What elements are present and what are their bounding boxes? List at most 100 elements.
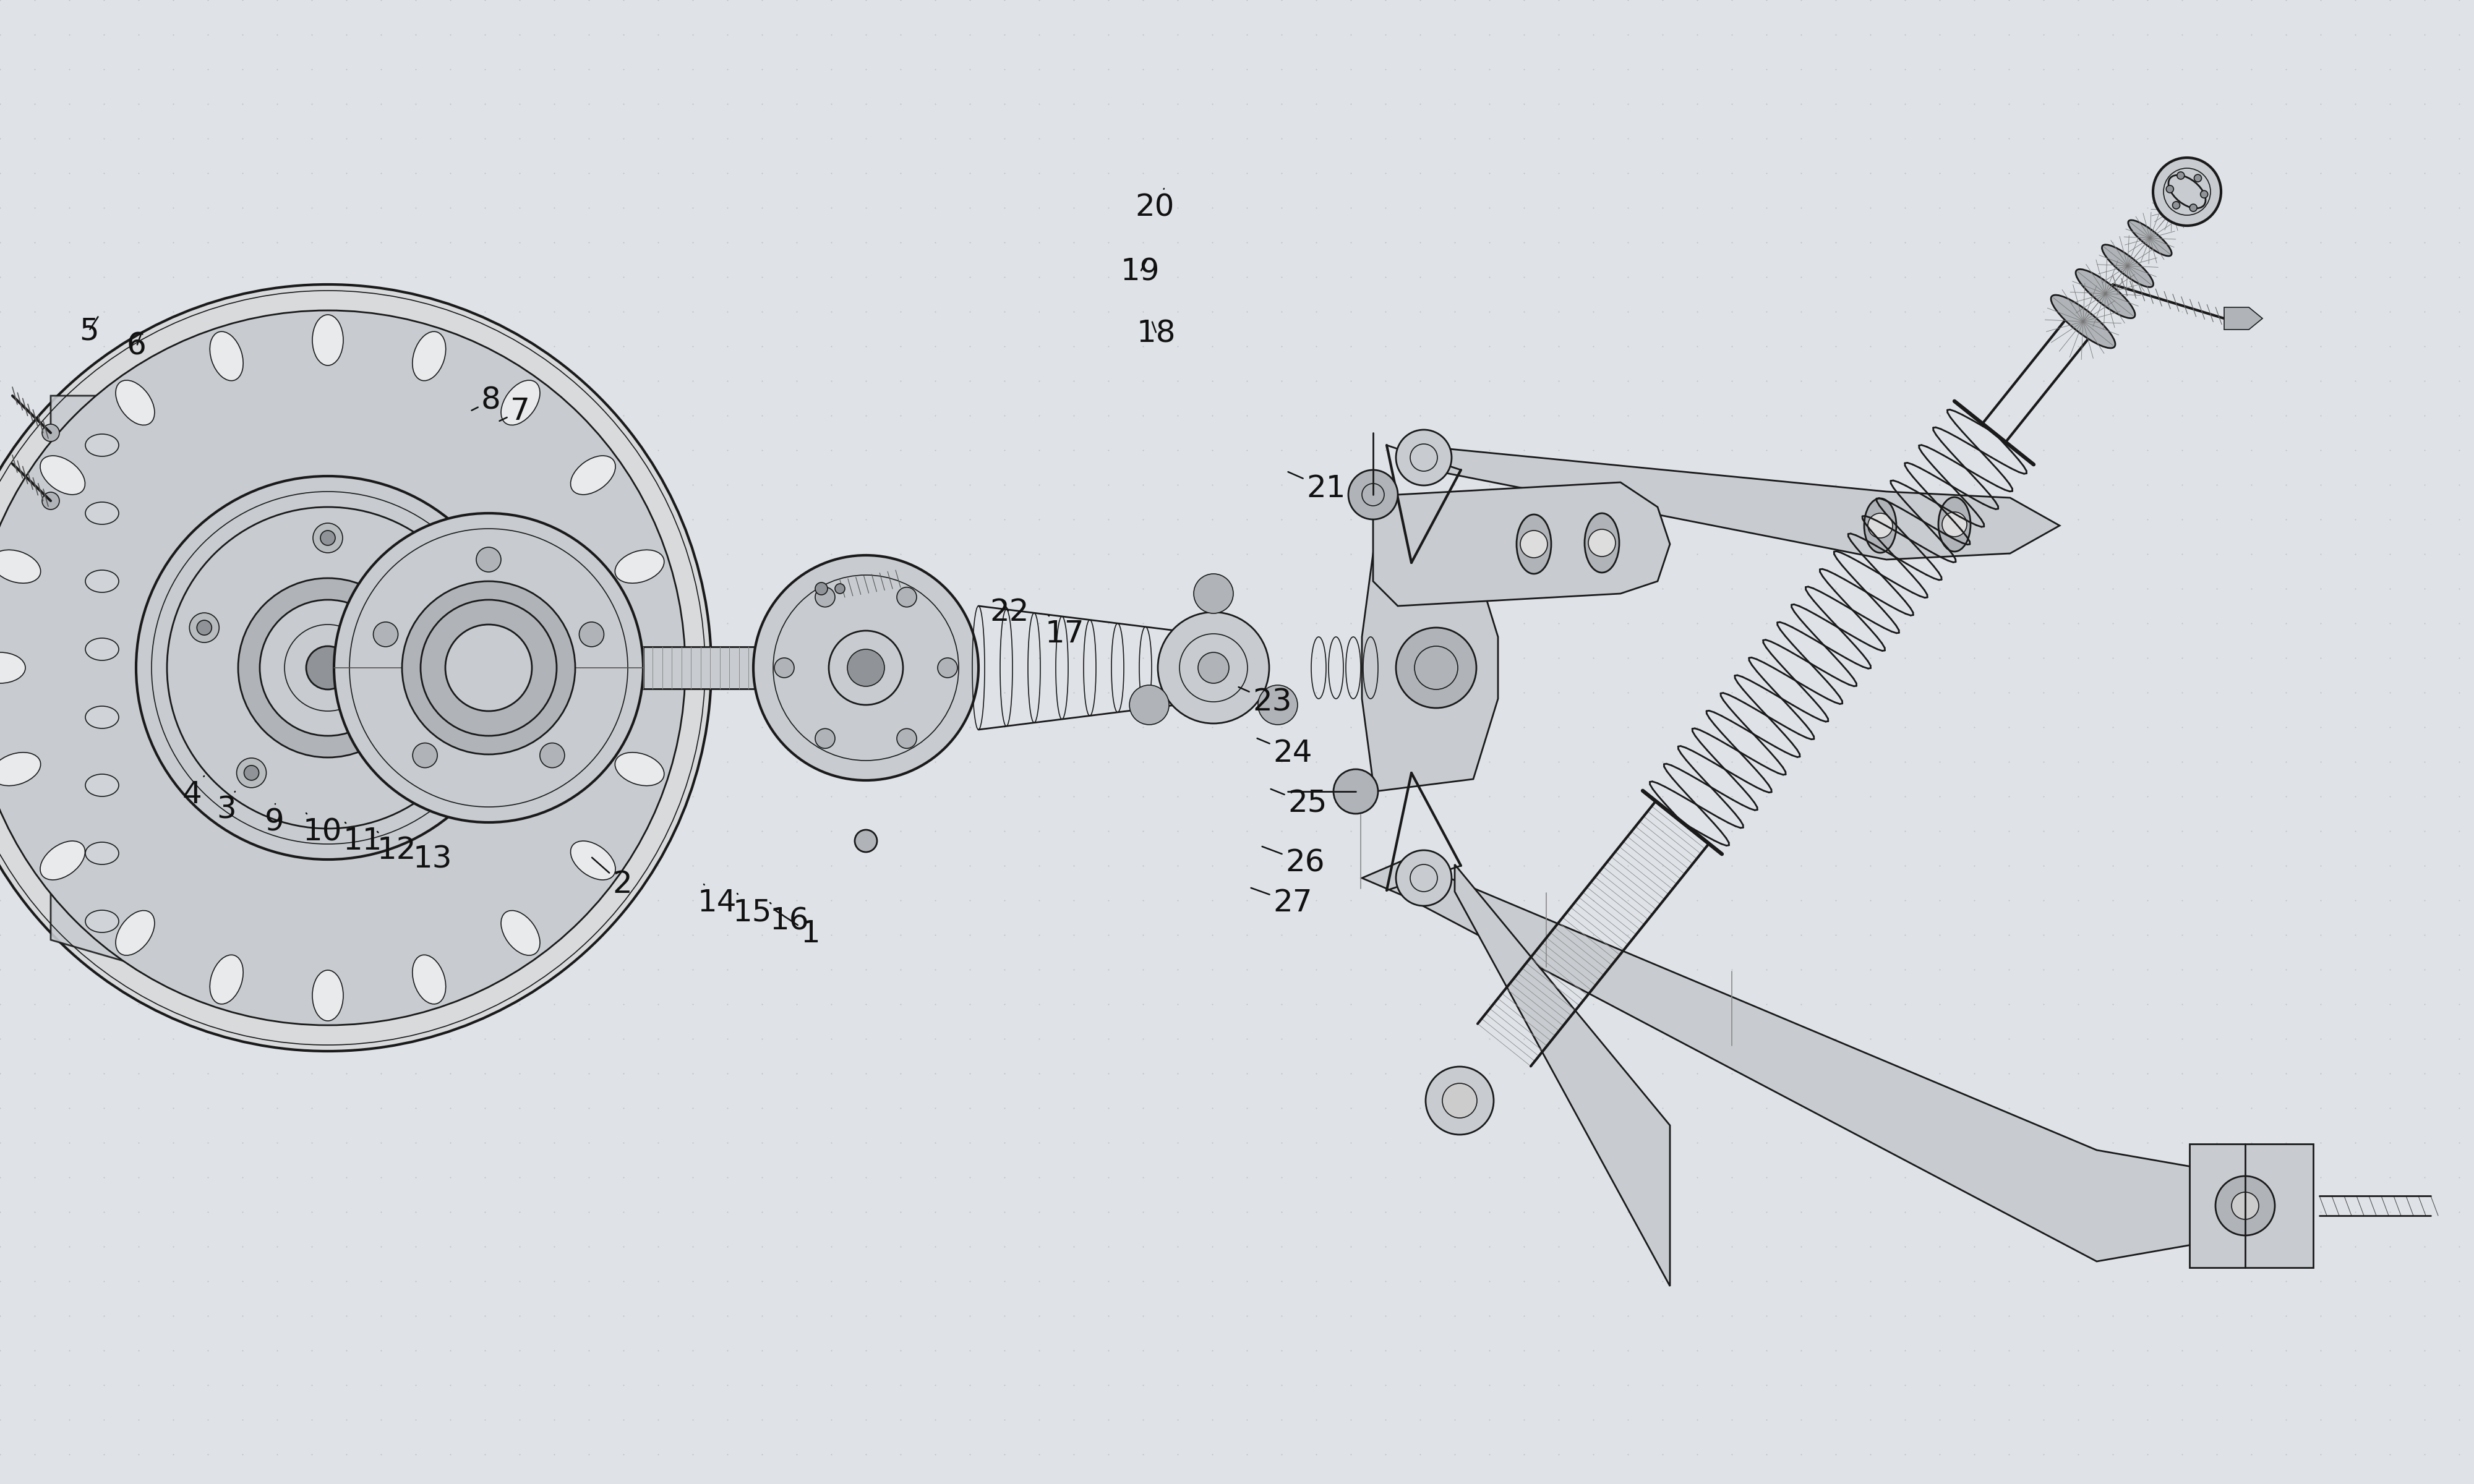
Polygon shape — [49, 396, 161, 965]
Circle shape — [1257, 686, 1296, 724]
Circle shape — [238, 758, 267, 788]
Circle shape — [396, 766, 411, 781]
Ellipse shape — [616, 551, 663, 583]
Circle shape — [2199, 190, 2207, 197]
Text: 14: 14 — [698, 884, 737, 917]
Circle shape — [312, 522, 341, 552]
Ellipse shape — [84, 638, 119, 660]
Text: 24: 24 — [1257, 738, 1311, 769]
Text: 25: 25 — [1272, 789, 1326, 819]
Polygon shape — [1361, 545, 1499, 791]
Circle shape — [1868, 513, 1893, 537]
Circle shape — [2177, 181, 2199, 203]
Circle shape — [896, 729, 915, 748]
Text: 5: 5 — [79, 316, 99, 346]
Ellipse shape — [413, 954, 445, 1005]
Circle shape — [475, 548, 500, 571]
Circle shape — [2172, 202, 2180, 209]
Ellipse shape — [312, 315, 344, 365]
Text: 13: 13 — [411, 841, 453, 874]
Text: 19: 19 — [1121, 257, 1160, 286]
Polygon shape — [1425, 447, 2058, 559]
Ellipse shape — [84, 775, 119, 797]
Ellipse shape — [1865, 499, 1898, 552]
Ellipse shape — [210, 954, 242, 1005]
Circle shape — [0, 285, 713, 1051]
Polygon shape — [1361, 859, 2232, 1261]
Circle shape — [846, 650, 886, 686]
Text: 21: 21 — [1289, 472, 1346, 503]
Ellipse shape — [2103, 245, 2152, 286]
Text: 4: 4 — [183, 776, 203, 809]
Ellipse shape — [1517, 515, 1551, 574]
Ellipse shape — [2155, 196, 2189, 226]
Circle shape — [190, 613, 220, 643]
Polygon shape — [1373, 482, 1670, 605]
Text: 23: 23 — [1239, 687, 1291, 717]
Text: 20: 20 — [1136, 188, 1175, 223]
Circle shape — [1395, 430, 1452, 485]
Ellipse shape — [84, 502, 119, 524]
Circle shape — [245, 766, 260, 781]
Ellipse shape — [84, 910, 119, 932]
Ellipse shape — [571, 841, 616, 880]
Ellipse shape — [40, 456, 84, 494]
Circle shape — [2167, 186, 2175, 193]
Circle shape — [1395, 628, 1477, 708]
Circle shape — [307, 646, 349, 690]
Circle shape — [334, 513, 643, 822]
Ellipse shape — [2167, 175, 2207, 208]
Circle shape — [2232, 1192, 2259, 1220]
Circle shape — [816, 582, 826, 595]
Circle shape — [198, 620, 213, 635]
Ellipse shape — [2051, 295, 2115, 349]
Circle shape — [443, 620, 458, 635]
Circle shape — [1333, 769, 1378, 813]
Text: 7: 7 — [500, 396, 529, 426]
Text: 10: 10 — [302, 813, 341, 846]
Circle shape — [1588, 530, 1616, 556]
Text: 8: 8 — [473, 386, 500, 416]
Text: 3: 3 — [218, 791, 235, 825]
Ellipse shape — [413, 331, 445, 381]
Circle shape — [1131, 686, 1170, 724]
Circle shape — [238, 579, 418, 757]
Ellipse shape — [84, 841, 119, 864]
Ellipse shape — [116, 911, 153, 956]
Circle shape — [2189, 205, 2197, 212]
Circle shape — [1192, 574, 1232, 613]
Ellipse shape — [0, 653, 25, 683]
Circle shape — [774, 657, 794, 678]
Ellipse shape — [502, 380, 539, 424]
Circle shape — [401, 582, 574, 754]
Circle shape — [1158, 611, 1269, 723]
Text: 17: 17 — [1044, 616, 1084, 649]
Circle shape — [445, 625, 532, 711]
Text: 18: 18 — [1138, 319, 1175, 349]
Text: 12: 12 — [376, 831, 416, 865]
Circle shape — [896, 588, 915, 607]
Text: 1: 1 — [774, 910, 821, 948]
Bar — [643, 647, 854, 689]
Circle shape — [1942, 512, 1967, 537]
Circle shape — [1348, 470, 1398, 519]
Ellipse shape — [116, 380, 153, 424]
Text: 2: 2 — [591, 858, 631, 899]
Circle shape — [938, 657, 957, 678]
Bar — [2189, 1144, 2313, 1267]
Circle shape — [42, 424, 59, 442]
Circle shape — [413, 743, 438, 767]
Polygon shape — [2224, 307, 2261, 329]
Circle shape — [856, 830, 876, 852]
Text: 27: 27 — [1252, 887, 1311, 917]
Ellipse shape — [0, 752, 40, 785]
Circle shape — [579, 622, 604, 647]
Text: 15: 15 — [732, 893, 772, 927]
Circle shape — [322, 530, 336, 545]
Text: 11: 11 — [344, 822, 383, 856]
Circle shape — [42, 493, 59, 509]
Circle shape — [1197, 653, 1230, 683]
Circle shape — [1425, 1067, 1494, 1135]
Circle shape — [816, 729, 836, 748]
Ellipse shape — [616, 752, 663, 785]
